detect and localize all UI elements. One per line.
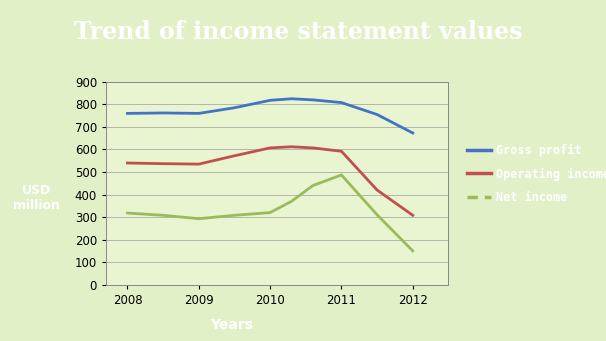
Text: Years: Years (210, 318, 253, 332)
Legend: Gross profit, Operating income, Net income: Gross profit, Operating income, Net inco… (464, 140, 606, 208)
Text: Trend of income statement values: Trend of income statement values (74, 19, 523, 44)
Text: USD
million: USD million (13, 184, 60, 212)
